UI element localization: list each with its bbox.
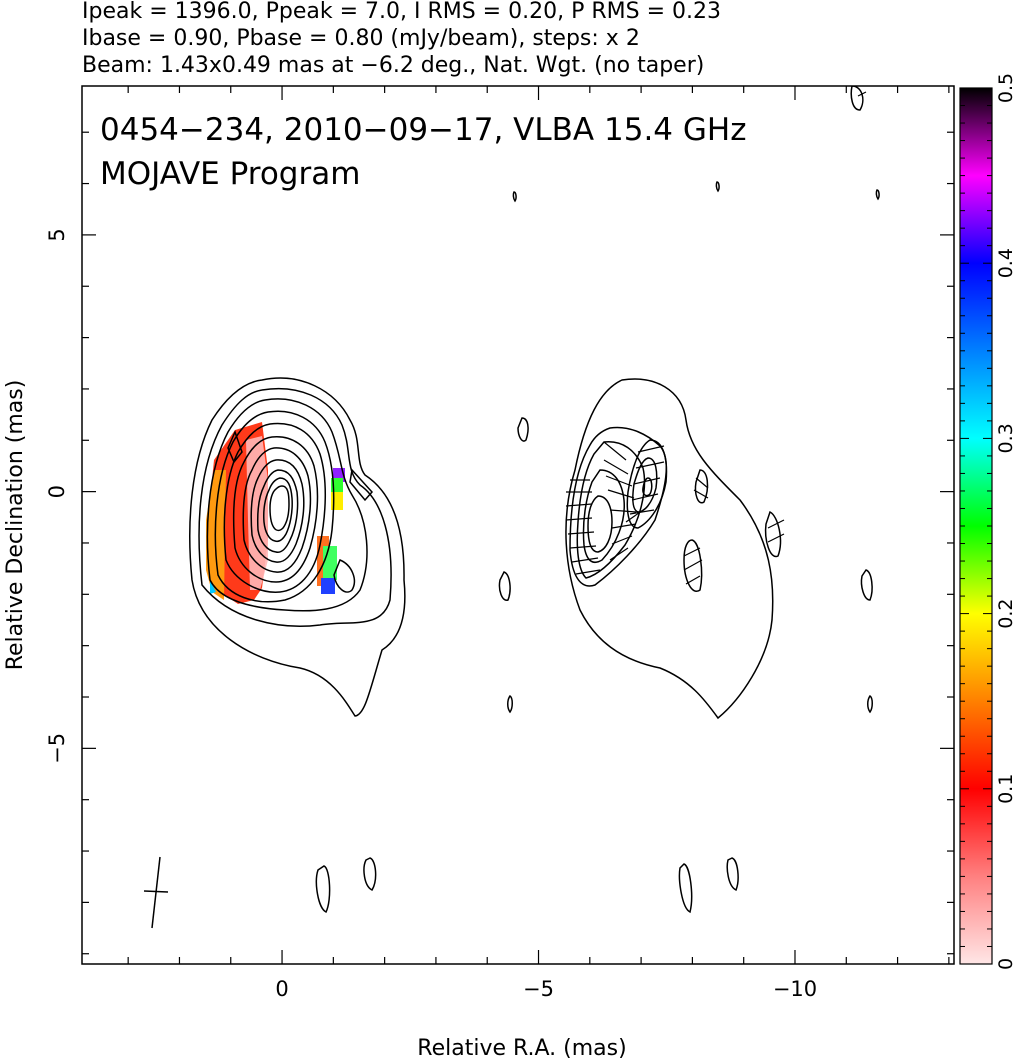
y-tick-label: 0: [45, 485, 69, 498]
chart-subtitle: MOJAVE Program: [100, 156, 360, 192]
colorbar-tick-label: 0.4: [995, 248, 1017, 278]
colorbar-ticks: 0 0.1 0.2 0.3 0.4 0.5: [960, 73, 1017, 970]
polarization-vectors: [565, 91, 867, 585]
map-content: [143, 86, 880, 929]
x-tick-label: −10: [773, 977, 817, 1001]
plot-frame: [81, 85, 955, 965]
contours-polarized: [565, 86, 880, 914]
header-line-3: Beam: 1.43x0.49 mas at −6.2 deg., Nat. W…: [82, 53, 704, 78]
contours-core: [189, 191, 529, 914]
y-tick-label: −5: [45, 733, 69, 764]
y-axis-ticks: 5 0 −5: [45, 131, 954, 955]
x-axis-ticks: 0 −5 −10: [127, 86, 950, 1001]
colorbar-tick-label: 0: [995, 958, 1017, 970]
header-line-2: Ibase = 0.90, Pbase = 0.80 (mJy/beam), s…: [82, 26, 640, 51]
header-line-1: Ipeak = 1396.0, Ppeak = 7.0, I RMS = 0.2…: [82, 0, 721, 24]
x-tick-label: −5: [523, 977, 554, 1001]
colorbar-tick-label: 0.1: [995, 774, 1017, 804]
x-axis-label: Relative R.A. (mas): [417, 1036, 626, 1060]
y-tick-label: 5: [45, 228, 69, 241]
beam-symbol: [143, 856, 169, 929]
chart-title: 0454−234, 2010−09−17, VLBA 15.4 GHz: [100, 112, 746, 148]
colorbar-tick-label: 0.5: [995, 73, 1017, 103]
colorbar-tick-label: 0.2: [995, 598, 1017, 628]
colorbar: [959, 87, 993, 965]
colorbar-tick-label: 0.3: [995, 423, 1017, 453]
x-tick-label: 0: [275, 977, 288, 1001]
y-axis-label: Relative Declination (mas): [3, 380, 28, 671]
